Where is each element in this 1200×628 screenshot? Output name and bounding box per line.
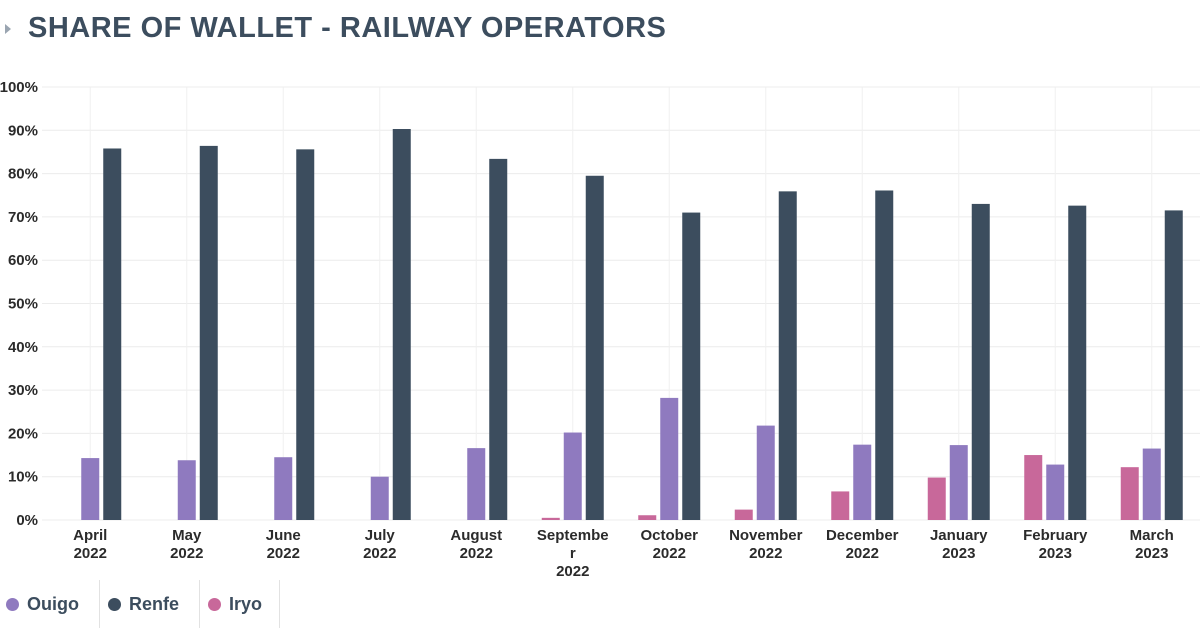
x-tick-label: January 2023: [930, 527, 988, 562]
y-tick-label: 100%: [0, 79, 38, 96]
legend-item-ouigo[interactable]: Ouigo: [0, 580, 100, 628]
x-tick-label: August 2022: [450, 527, 502, 562]
y-tick-label: 90%: [8, 122, 38, 139]
legend: Ouigo Renfe Iryo: [0, 580, 280, 628]
bar-renfe: [103, 148, 122, 520]
y-tick-label: 30%: [8, 382, 38, 399]
x-tick-label: Septembe r 2022: [537, 527, 609, 580]
y-tick-label: 60%: [8, 252, 38, 269]
collapse-caret-icon[interactable]: [5, 24, 11, 34]
y-tick-label: 10%: [8, 469, 38, 486]
bar-iryo: [734, 509, 753, 520]
bar-ouigo: [1046, 464, 1065, 520]
bar-renfe: [489, 158, 508, 520]
bar-ouigo: [949, 445, 968, 520]
bar-ouigo: [660, 397, 679, 520]
chart-title: SHARE OF WALLET - RAILWAY OPERATORS: [28, 12, 667, 44]
bar-renfe: [199, 145, 218, 520]
y-tick-label: 40%: [8, 339, 38, 356]
bar-ouigo: [756, 425, 775, 520]
x-tick-label: June 2022: [266, 527, 301, 562]
bar-chart: 0% 10% 20% 30% 40% 50% 60% 70% 80% 90% 100% April 20…: [0, 79, 1200, 580]
x-tick-label: April 2022: [73, 527, 107, 562]
title-bar: SHARE OF WALLET - RAILWAY OPERATORS: [0, 0, 1200, 60]
bar-renfe: [971, 203, 990, 520]
y-tick-label: 50%: [8, 296, 38, 313]
bar-iryo: [1024, 455, 1043, 520]
bar-renfe: [1164, 210, 1183, 520]
bar-ouigo: [853, 444, 872, 520]
y-tick-label: 0%: [16, 512, 38, 529]
legend-label: Iryo: [229, 593, 263, 614]
legend-label: Ouigo: [27, 593, 79, 614]
x-tick-label: November 2022: [729, 527, 803, 562]
bar-renfe: [296, 149, 315, 520]
bar-renfe: [1068, 205, 1087, 520]
y-tick-label: 70%: [8, 209, 38, 226]
x-tick-label: July 2022: [363, 527, 396, 562]
bar-ouigo: [274, 457, 293, 520]
x-tick-label: October 2022: [640, 527, 698, 562]
x-tick-label: May 2022: [170, 527, 203, 562]
legend-label: Renfe: [129, 593, 180, 614]
bar-renfe: [875, 190, 894, 520]
ouigo-legend-dot: [6, 597, 19, 611]
bar-ouigo: [177, 460, 196, 520]
y-tick-label: 20%: [8, 425, 38, 442]
bar-renfe: [392, 129, 411, 520]
y-tick-label: 80%: [8, 166, 38, 183]
renfe-legend-dot: [108, 597, 121, 611]
bar-ouigo: [1142, 448, 1161, 520]
bar-renfe: [585, 175, 604, 520]
bar-iryo: [1120, 467, 1139, 520]
bar-iryo: [541, 517, 560, 520]
bar-ouigo: [81, 458, 100, 520]
bar-ouigo: [563, 432, 582, 520]
iryo-legend-dot: [208, 597, 221, 611]
bar-renfe: [778, 191, 797, 520]
x-tick-label: March 2023: [1130, 527, 1174, 562]
bar-renfe: [682, 212, 701, 520]
legend-item-renfe[interactable]: Renfe: [100, 580, 200, 628]
bar-iryo: [638, 515, 657, 520]
legend-item-iryo[interactable]: Iryo: [200, 580, 280, 628]
bar-ouigo: [370, 476, 389, 520]
x-tick-label: December 2022: [826, 527, 899, 562]
bar-iryo: [831, 491, 850, 520]
bar-iryo: [927, 477, 946, 520]
x-tick-label: February 2023: [1023, 527, 1088, 562]
bar-ouigo: [467, 448, 486, 520]
